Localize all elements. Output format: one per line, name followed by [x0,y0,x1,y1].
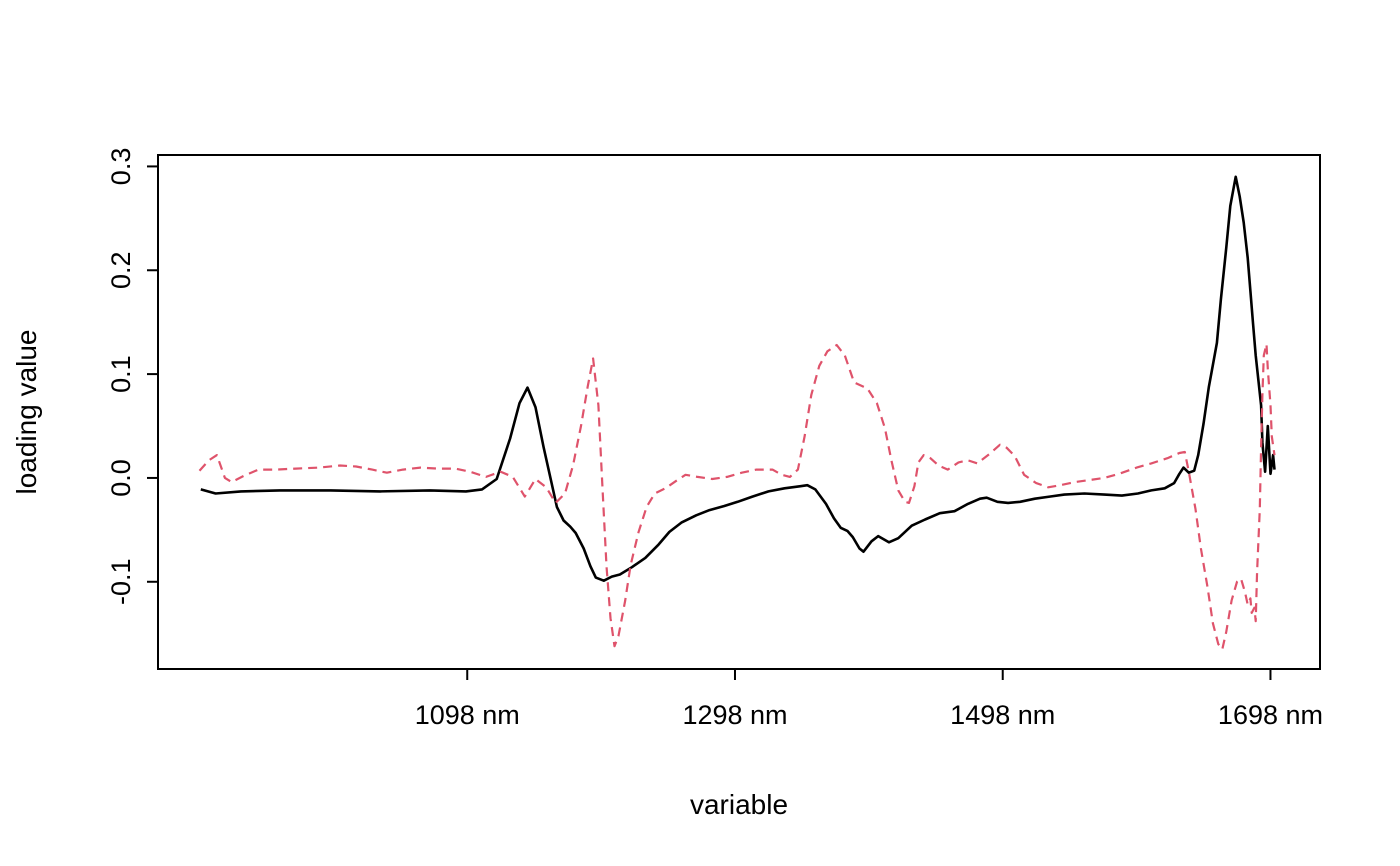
y-tick-label: 0.2 [106,251,136,289]
y-tick-label: -0.1 [106,559,136,606]
x-tick-label: 1498 nm [950,700,1055,730]
series-line-dashed-pink-loading [198,342,1276,651]
plot-box [157,154,1321,670]
x-axis: 1098 nm 1298 nm 1498 nm 1698 nm [415,669,1323,730]
y-tick-label: 0.3 [106,148,136,186]
x-tick-label: 1098 nm [415,700,520,730]
y-axis-title: loading value [11,329,42,494]
series-group [198,175,1276,651]
y-axis: -0.1 0.0 0.1 0.2 0.3 [106,148,158,605]
y-tick-label: 0.1 [106,355,136,393]
y-tick-label: 0.0 [106,459,136,497]
series-line-solid-black-loading [200,175,1276,583]
x-tick-label: 1698 nm [1218,700,1323,730]
x-tick-label: 1298 nm [682,700,787,730]
x-axis-title: variable [690,789,788,820]
